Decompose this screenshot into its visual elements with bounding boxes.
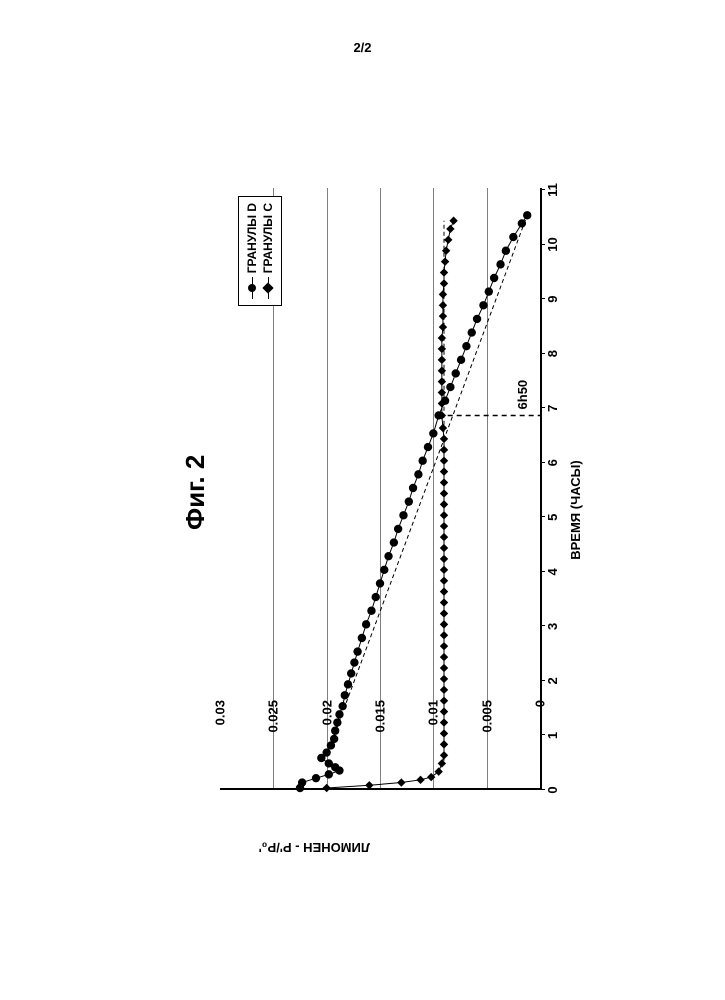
circle-marker-icon bbox=[248, 284, 256, 292]
x-tick-mark bbox=[540, 353, 545, 354]
chart-container: ГРАНУЛЫ D ГРАНУЛЫ C 6h50 ЛИМОНЕН - P'/P₀… bbox=[210, 160, 590, 860]
legend-item-c: ГРАНУЛЫ C bbox=[261, 203, 275, 299]
legend-line bbox=[268, 277, 269, 299]
page-number: 2/2 bbox=[0, 40, 725, 55]
x-tick-label: 5 bbox=[545, 507, 560, 527]
legend-label: ГРАНУЛЫ C bbox=[261, 203, 275, 273]
y-tick-label: 0.005 bbox=[479, 700, 494, 760]
x-tick-mark bbox=[540, 407, 545, 408]
x-tick-label: 8 bbox=[545, 344, 560, 364]
x-tick-mark bbox=[540, 789, 545, 790]
x-tick-label: 4 bbox=[545, 562, 560, 582]
x-tick-label: 3 bbox=[545, 616, 560, 636]
y-axis-label: ЛИМОНЕН - P'/P₀' bbox=[259, 840, 370, 855]
x-tick-mark bbox=[540, 734, 545, 735]
y-tick-label: 0.03 bbox=[213, 700, 228, 760]
x-tick-mark bbox=[540, 189, 545, 190]
legend-item-d: ГРАНУЛЫ D bbox=[245, 203, 259, 299]
x-tick-mark bbox=[540, 571, 545, 572]
page: 2/2 Фиг. 2 ГРАНУЛЫ D ГР bbox=[0, 0, 725, 1000]
x-tick-mark bbox=[540, 625, 545, 626]
x-tick-label: 7 bbox=[545, 398, 560, 418]
figure-title: Фиг. 2 bbox=[180, 455, 211, 530]
x-tick-mark bbox=[540, 462, 545, 463]
y-tick-label: 0.01 bbox=[426, 700, 441, 760]
annotation-6h50: 6h50 bbox=[515, 380, 530, 410]
legend-label: ГРАНУЛЫ D bbox=[245, 203, 259, 273]
x-tick-label: 0 bbox=[545, 780, 560, 800]
x-tick-label: 10 bbox=[545, 235, 560, 255]
y-tick-label: 0.015 bbox=[373, 700, 388, 760]
chart-box: ГРАНУЛЫ D ГРАНУЛЫ C 6h50 ЛИМОНЕН - P'/P₀… bbox=[210, 160, 590, 860]
x-tick-mark bbox=[540, 244, 545, 245]
y-tick-label: 0.025 bbox=[266, 700, 281, 760]
legend: ГРАНУЛЫ D ГРАНУЛЫ C bbox=[238, 196, 282, 306]
x-tick-label: 11 bbox=[545, 180, 560, 200]
x-tick-mark bbox=[540, 680, 545, 681]
x-axis-label: ВРЕМЯ (ЧАСЫ) bbox=[568, 160, 583, 860]
x-tick-label: 6 bbox=[545, 453, 560, 473]
x-tick-label: 9 bbox=[545, 289, 560, 309]
x-tick-mark bbox=[540, 516, 545, 517]
x-tick-mark bbox=[540, 298, 545, 299]
diamond-marker-icon bbox=[262, 283, 273, 294]
x-tick-label: 1 bbox=[545, 725, 560, 745]
x-tick-label: 2 bbox=[545, 671, 560, 691]
legend-line bbox=[252, 277, 253, 299]
y-tick-label: 0.02 bbox=[319, 700, 334, 760]
